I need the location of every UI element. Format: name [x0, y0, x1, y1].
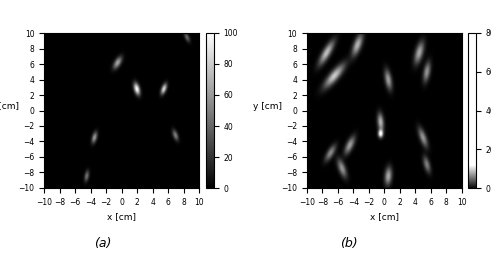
X-axis label: x [cm]: x [cm]	[107, 212, 136, 221]
Y-axis label: y [cm]: y [cm]	[0, 102, 19, 111]
Text: (b): (b)	[340, 237, 357, 250]
X-axis label: x [cm]: x [cm]	[370, 212, 399, 221]
Text: (a): (a)	[94, 237, 112, 250]
Y-axis label: y [cm]: y [cm]	[253, 102, 282, 111]
